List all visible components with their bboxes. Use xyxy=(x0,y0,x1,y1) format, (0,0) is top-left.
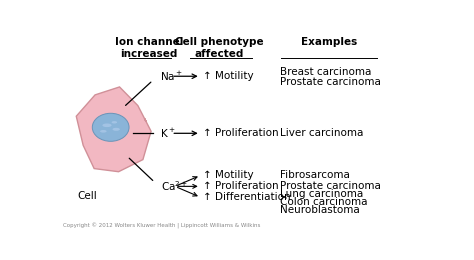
Text: Examples: Examples xyxy=(301,37,357,47)
Text: Ion channel
increased: Ion channel increased xyxy=(115,37,183,59)
Ellipse shape xyxy=(102,124,111,127)
Text: Neuroblastoma: Neuroblastoma xyxy=(280,205,359,215)
Text: Colon carcinoma: Colon carcinoma xyxy=(280,197,367,207)
Ellipse shape xyxy=(100,130,107,133)
Text: ↑ Differentiation: ↑ Differentiation xyxy=(202,192,290,202)
Text: ↑ Motility: ↑ Motility xyxy=(202,71,253,81)
PathPatch shape xyxy=(76,87,151,172)
Text: Copyright © 2012 Wolters Kluwer Health | Lippincott Williams & Wilkins: Copyright © 2012 Wolters Kluwer Health |… xyxy=(63,223,260,229)
Text: K$^+$: K$^+$ xyxy=(160,127,176,140)
Text: Na$^+$: Na$^+$ xyxy=(160,70,183,83)
Text: Breast carcinoma: Breast carcinoma xyxy=(280,67,371,77)
Text: ↑ Proliferation: ↑ Proliferation xyxy=(202,181,278,191)
Text: ↑ Proliferation: ↑ Proliferation xyxy=(202,128,278,138)
Text: Cell: Cell xyxy=(77,191,97,201)
Text: ↑ Motility: ↑ Motility xyxy=(202,170,253,180)
Ellipse shape xyxy=(111,121,117,124)
Text: Prostate carcinoma: Prostate carcinoma xyxy=(280,77,381,87)
Text: Fibrosarcoma: Fibrosarcoma xyxy=(280,170,349,180)
Text: Prostate carcinoma: Prostate carcinoma xyxy=(280,181,381,191)
Ellipse shape xyxy=(92,113,129,141)
Text: Cell phenotype
affected: Cell phenotype affected xyxy=(175,37,264,59)
Text: Liver carcinoma: Liver carcinoma xyxy=(280,128,363,138)
Text: Lung carcinoma: Lung carcinoma xyxy=(280,189,363,199)
Ellipse shape xyxy=(112,128,120,131)
Text: Ca$^{2+}$: Ca$^{2+}$ xyxy=(161,179,189,193)
